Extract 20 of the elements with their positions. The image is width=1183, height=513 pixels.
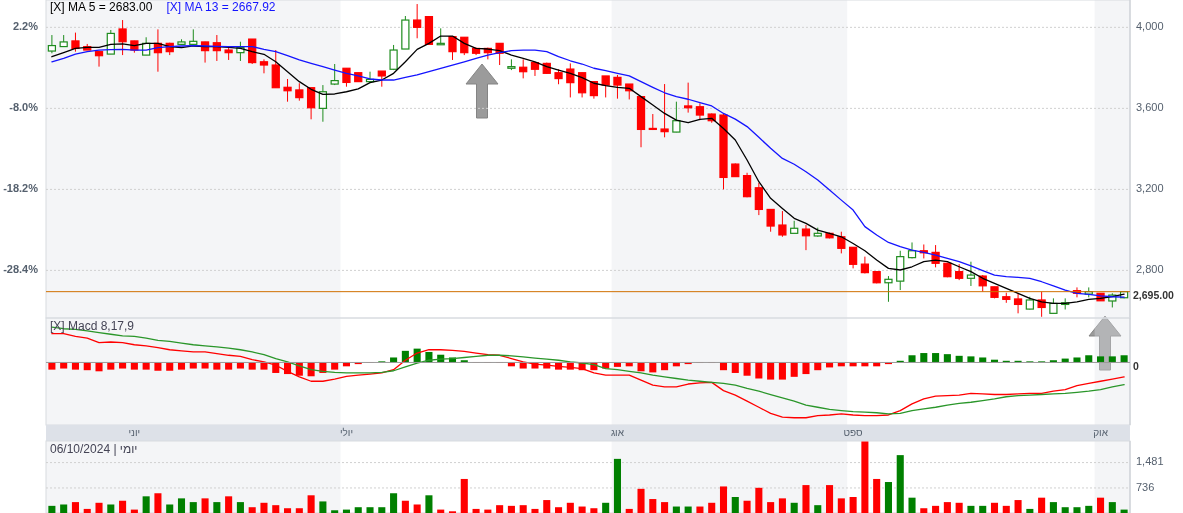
x-tick-label: יולי (339, 426, 353, 438)
y2-tick-label: -18.2% (3, 181, 39, 194)
ref-line-label: 2,695.00 (1133, 289, 1175, 302)
ref-line-label: 0 (1133, 360, 1139, 373)
x-tick-label: יוני (128, 426, 141, 438)
y-tick-label: 3,200 (1136, 182, 1164, 195)
y2-tick-label: -8.0% (9, 100, 39, 113)
y-tick-label: 3,600 (1136, 101, 1164, 114)
y-tick-label: 4,000 (1136, 20, 1164, 33)
y-tick-label: 2,800 (1136, 263, 1164, 276)
y-tick-label: 736 (1136, 480, 1155, 493)
x-tick-label: אוק (1093, 426, 1109, 438)
x-tick-label: ספט (843, 426, 864, 438)
text: [X] MA 13 = 2667.92 (166, 0, 276, 15)
y-tick-label: 1,481 (1136, 455, 1164, 468)
y2-tick-label: -28.4% (3, 262, 39, 275)
y2-tick-label: 2.2% (12, 19, 39, 32)
text: [X] MA 5 = 2683.00 (50, 0, 153, 15)
x-tick-label: אוג (610, 426, 625, 438)
chart-title: יומי | 06/10/2024 (50, 442, 138, 457)
